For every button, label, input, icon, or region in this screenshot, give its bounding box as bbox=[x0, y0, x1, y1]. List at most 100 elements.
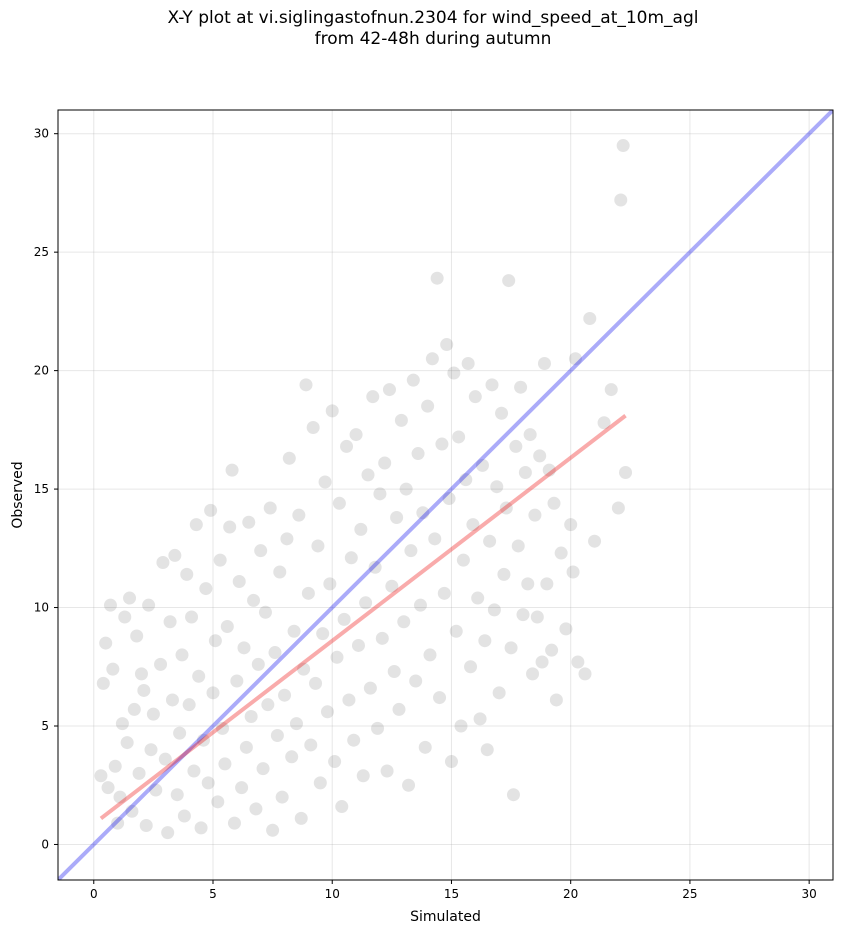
scatter-point bbox=[351, 638, 365, 652]
scatter-point bbox=[192, 669, 206, 683]
scatter-point bbox=[220, 619, 234, 633]
scatter-point bbox=[194, 821, 208, 835]
scatter-point bbox=[394, 413, 408, 427]
scatter-points bbox=[94, 139, 633, 840]
scatter-point bbox=[311, 539, 325, 553]
scatter-point bbox=[449, 624, 463, 638]
scatter-point bbox=[137, 683, 151, 697]
scatter-point bbox=[366, 390, 380, 404]
scatter-point bbox=[146, 707, 160, 721]
scatter-point bbox=[139, 819, 153, 833]
scatter-point bbox=[483, 534, 497, 548]
scatter-point bbox=[440, 338, 454, 352]
scatter-point bbox=[273, 565, 287, 579]
scatter-point bbox=[444, 755, 458, 769]
scatter-point bbox=[473, 712, 487, 726]
scatter-point bbox=[239, 740, 253, 754]
scatter-point bbox=[96, 676, 110, 690]
scatter-point bbox=[113, 790, 127, 804]
scatter-point bbox=[378, 456, 392, 470]
scatter-point bbox=[516, 608, 530, 622]
scatter-point bbox=[230, 674, 244, 688]
scatter-point bbox=[611, 501, 625, 515]
scatter-point bbox=[409, 674, 423, 688]
scatter-point bbox=[514, 380, 528, 394]
scatter-point bbox=[402, 778, 416, 792]
scatter-point bbox=[387, 665, 401, 679]
scatter-point bbox=[468, 390, 482, 404]
y-tick-label: 5 bbox=[41, 719, 49, 733]
scatter-point bbox=[559, 622, 573, 636]
scatter-point bbox=[280, 532, 294, 546]
plot-frame bbox=[57, 109, 834, 881]
scatter-point bbox=[349, 428, 363, 442]
scatter-point bbox=[223, 520, 237, 534]
scatter-point bbox=[566, 565, 580, 579]
scatter-point bbox=[356, 769, 370, 783]
scatter-point bbox=[371, 721, 385, 735]
scatter-point bbox=[340, 439, 354, 453]
scatter-point bbox=[485, 378, 499, 392]
scatter-point bbox=[530, 610, 544, 624]
scatter-point bbox=[464, 660, 478, 674]
scatter-point bbox=[492, 686, 506, 700]
scatter-point bbox=[428, 532, 442, 546]
scatter-point bbox=[323, 577, 337, 591]
scatter-point bbox=[571, 655, 585, 669]
scatter-point bbox=[251, 657, 265, 671]
scatter-point bbox=[406, 373, 420, 387]
scatter-point bbox=[316, 627, 330, 641]
x-tick-label: 10 bbox=[325, 887, 340, 901]
scatter-point bbox=[447, 366, 461, 380]
chart-title-line-2: from 42-48h during autumn bbox=[314, 29, 552, 49]
scatter-point bbox=[437, 586, 451, 600]
scatter-point bbox=[320, 705, 334, 719]
scatter-point bbox=[168, 548, 182, 562]
scatter-point bbox=[413, 598, 427, 612]
scatter-point bbox=[454, 719, 468, 733]
scatter-point bbox=[328, 755, 342, 769]
scatter-point bbox=[199, 582, 213, 596]
scatter-point bbox=[471, 591, 485, 605]
scatter-point bbox=[309, 676, 323, 690]
scatter-point bbox=[382, 383, 396, 397]
scatter-point bbox=[180, 567, 194, 581]
y-tick-label: 10 bbox=[34, 601, 49, 615]
reference-lines bbox=[58, 110, 833, 880]
scatter-point bbox=[363, 681, 377, 695]
scatter-point bbox=[506, 788, 520, 802]
scatter-point bbox=[249, 802, 263, 816]
scatter-point bbox=[196, 733, 210, 747]
scatter-point bbox=[297, 662, 311, 676]
scatter-point bbox=[466, 518, 480, 532]
scatter-point bbox=[275, 790, 289, 804]
scatter-point bbox=[254, 544, 268, 558]
scatter-point bbox=[359, 596, 373, 610]
scatter-point bbox=[614, 193, 628, 207]
y-tick-label: 30 bbox=[34, 127, 49, 141]
scatter-point bbox=[125, 804, 139, 818]
scatter-point bbox=[604, 383, 618, 397]
scatter-point bbox=[177, 809, 191, 823]
scatter-point bbox=[597, 416, 611, 430]
scatter-point bbox=[216, 721, 230, 735]
chart-title-line-1: X-Y plot at vi.siglingastofnun.2304 for … bbox=[167, 8, 699, 28]
scatter-point bbox=[347, 733, 361, 747]
scatter-point bbox=[337, 612, 351, 626]
scatter-point bbox=[435, 437, 449, 451]
scatter-point bbox=[201, 776, 215, 790]
scatter-point bbox=[99, 636, 113, 650]
scatter-point bbox=[430, 271, 444, 285]
scatter-point bbox=[554, 546, 568, 560]
scatter-point bbox=[475, 458, 489, 472]
scatter-point bbox=[108, 759, 122, 773]
scatter-point bbox=[497, 567, 511, 581]
scatter-point bbox=[123, 591, 137, 605]
scatter-point bbox=[335, 800, 349, 814]
scatter-point bbox=[528, 508, 542, 522]
plot-background bbox=[58, 110, 833, 880]
scatter-point bbox=[304, 738, 318, 752]
scatter-point bbox=[549, 693, 563, 707]
scatter-point bbox=[258, 605, 272, 619]
